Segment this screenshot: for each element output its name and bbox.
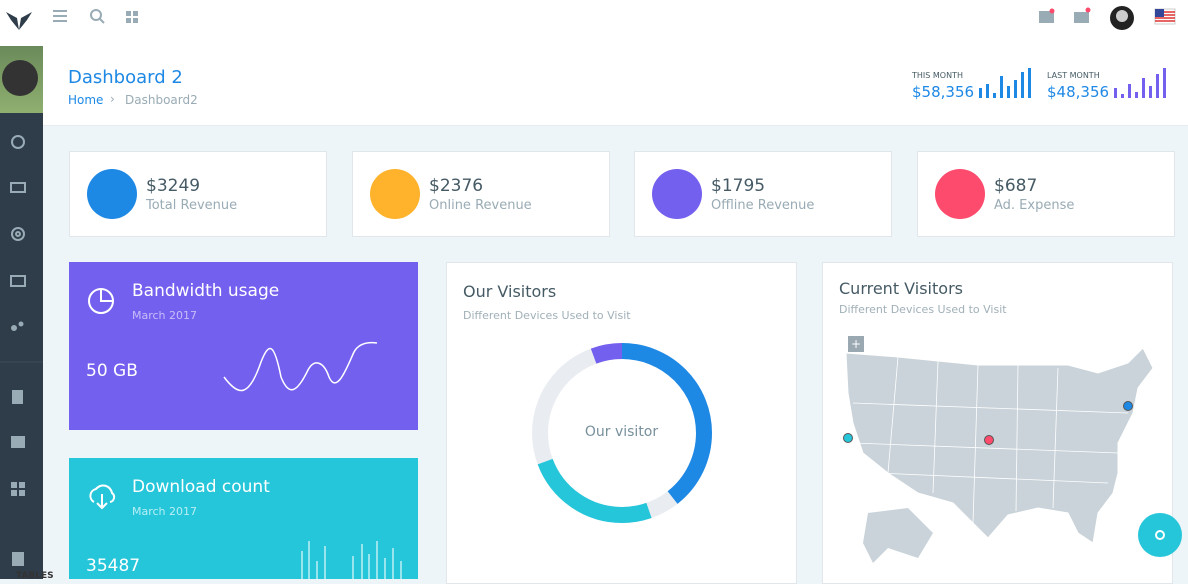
card-value: $2376 [429,176,484,196]
stat-card: $2376 Online Revenue [352,151,610,237]
bars [301,541,402,579]
sidebar [0,46,43,579]
download-card: Download count March 2017 35487 [69,458,418,579]
visitors-panel: Our Visitors Different Devices Used to V… [446,262,797,584]
logo [6,12,32,30]
download-icon [89,484,116,510]
card-label: Online Revenue [429,198,532,213]
page-title: Dashboard 2 [68,67,183,88]
stat-card: $3249 Total Revenue [69,151,327,237]
avatar [0,46,43,113]
panel-title: Current Visitors [839,279,963,298]
stat-value: $48,356 [1047,83,1110,101]
card-value: $3249 [146,176,201,196]
sparkline [979,68,1031,98]
toolbar-icons[interactable] [53,9,143,27]
stat-value: $58,356 [912,83,975,101]
zoom-in[interactable]: + [848,336,864,352]
card-value: $1795 [711,176,766,196]
card-value: 50 GB [86,361,138,381]
card-label: Offline Revenue [711,198,815,213]
panel-subtitle: Different Devices Used to Visit [839,303,1007,316]
breadcrumb-link[interactable]: Home [68,93,104,107]
card-date: March 2017 [132,309,198,322]
card-value: 35487 [86,556,141,576]
page-header: Dashboard 2 Home › Dashboard2 THIS MONTH… [43,46,1188,126]
card-title: Download count [132,477,270,497]
us-map [843,347,1154,563]
wave [223,341,378,392]
settings-button[interactable] [1138,513,1182,557]
sidebar-section: TABLES [16,571,54,581]
stat-label: LAST MONTH [1047,71,1100,80]
stat-card: $1795 Offline Revenue [634,151,892,237]
panel-title: Our Visitors [463,282,557,301]
panel-subtitle: Different Devices Used to Visit [463,309,631,322]
stat-label: THIS MONTH [912,71,963,80]
pie-icon [88,288,114,314]
top-bar [0,0,1188,46]
card-date: March 2017 [132,505,198,518]
sparkline [1114,68,1166,98]
sidebar-icons[interactable] [0,126,43,566]
current-visitors-panel: Current Visitors Different Devices Used … [822,262,1173,584]
bandwidth-card: Bandwidth usage March 2017 50 GB [69,262,418,430]
card-label: Ad. Expense [994,198,1075,213]
card-label: Total Revenue [146,198,238,213]
donut-label: Our visitor [584,424,659,440]
donut [532,343,712,523]
header-actions[interactable] [1036,6,1181,32]
breadcrumb-sep: › [110,92,115,106]
card-title: Bandwidth usage [132,281,280,301]
breadcrumb-current: Dashboard2 [125,93,198,107]
stat-card: $687 Ad. Expense [917,151,1175,237]
card-value: $687 [994,176,1038,196]
